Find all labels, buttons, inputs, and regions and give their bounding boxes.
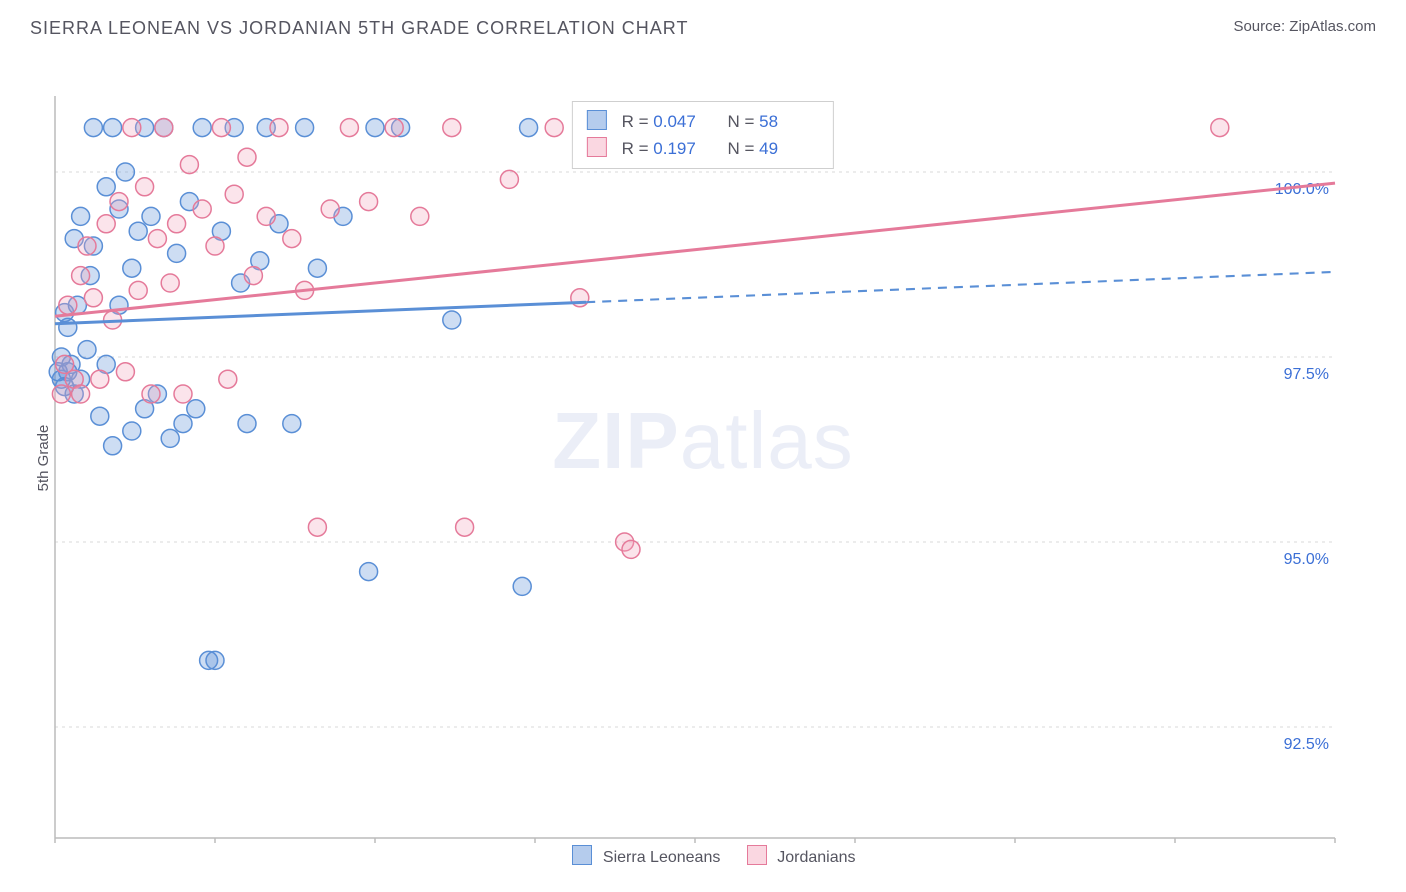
legend-bottom: Sierra Leoneans Jordanians (0, 845, 1406, 867)
stats-row-series-a: R = 0.047 N = 58 (587, 108, 819, 135)
svg-text:95.0%: 95.0% (1284, 551, 1329, 568)
swatch-series-a (587, 110, 607, 130)
chart-container: 5th Grade 92.5%95.0%97.5%100.0%0.0%20.0%… (0, 43, 1406, 873)
svg-text:97.5%: 97.5% (1284, 366, 1329, 383)
stats-row-series-b: R = 0.197 N = 49 (587, 135, 819, 162)
legend-swatch-a (572, 845, 592, 865)
correlation-stats-box: R = 0.047 N = 58 R = 0.197 N = 49 (572, 101, 834, 169)
swatch-series-b (587, 137, 607, 157)
y-axis-label: 5th Grade (35, 425, 52, 492)
legend-label-b: Jordanians (777, 849, 855, 866)
legend-label-a: Sierra Leoneans (603, 849, 720, 866)
svg-text:92.5%: 92.5% (1284, 736, 1329, 753)
source-attribution: Source: ZipAtlas.com (1233, 18, 1376, 35)
legend-swatch-b (747, 845, 767, 865)
chart-title: SIERRA LEONEAN VS JORDANIAN 5TH GRADE CO… (30, 18, 688, 39)
